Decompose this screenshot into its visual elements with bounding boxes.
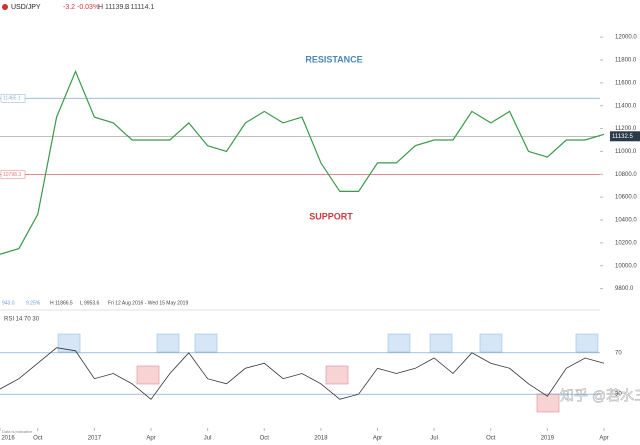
x-tick-label: Jul — [430, 436, 438, 442]
last-price-label: 11132.5 — [612, 134, 633, 140]
info: 943.0 — [2, 300, 15, 306]
info: H 11866.5 — [50, 300, 73, 306]
x-tick-label: Jul — [204, 436, 212, 442]
y-tick-label: 11400.0 — [615, 103, 637, 109]
y-tick-label: 10600.0 — [615, 195, 637, 201]
watermark: 知乎 @若水三千 — [560, 388, 640, 404]
high: H 11139.3 — [98, 4, 129, 11]
change: -3.2 — [63, 4, 75, 11]
x-tick-label: 2018 — [314, 436, 328, 442]
y-tick-label: 12000.0 — [615, 35, 637, 41]
low: L 11114.1 — [125, 4, 154, 11]
data-line — [0, 347, 605, 400]
annotation: SUPPORT — [309, 211, 353, 221]
x-tick-label: Oct — [486, 436, 496, 442]
source-note: Data is indicative — [2, 429, 33, 434]
y-tick-label: 70 — [615, 350, 622, 356]
x-tick-label: 2017 — [88, 436, 102, 442]
flag-icon — [2, 4, 8, 10]
x-tick-label: Oct — [33, 436, 43, 442]
rsi-title: RSI 14 70 30 — [4, 317, 40, 323]
y-tick-label: 10200.0 — [615, 240, 637, 246]
x-tick-label: 2016 — [1, 436, 15, 442]
y-tick-label: 10000.0 — [615, 263, 637, 269]
info: L 9953.6 — [80, 300, 99, 306]
data-line — [0, 69, 605, 255]
y-tick-label: 11000.0 — [615, 149, 637, 155]
y-tick-label: 9800.0 — [615, 286, 634, 292]
level-label-box — [0, 170, 26, 179]
info: Fri 12 Aug 2016 - Wed 15 May 2019 — [108, 300, 188, 306]
x-tick-label: Apr — [146, 436, 155, 442]
y-tick-label: 10400.0 — [615, 218, 637, 224]
x-tick-label: Apr — [599, 436, 608, 442]
x-tick-label: 2019 — [541, 436, 555, 442]
level-label: 11465.1 — [3, 96, 21, 102]
x-tick-label: Apr — [373, 436, 382, 442]
annotation: RESISTANCE — [305, 54, 362, 64]
symbol: USD/JPY — [11, 4, 41, 11]
last-price-box — [610, 131, 640, 142]
y-tick-label: 11600.0 — [615, 80, 637, 86]
y-tick-label: 11800.0 — [615, 58, 637, 64]
y-tick-label: 11200.0 — [615, 126, 637, 132]
level-label-box — [0, 94, 26, 103]
change-pct: -0.03% — [77, 4, 99, 11]
info: 9.25% — [26, 300, 41, 306]
x-tick-label: Oct — [260, 436, 270, 442]
y-tick-label: 10800.0 — [615, 172, 637, 178]
highlights — [57, 333, 599, 413]
level-label: 10798.3 — [3, 172, 21, 178]
y-tick-label: 30 — [615, 392, 622, 398]
